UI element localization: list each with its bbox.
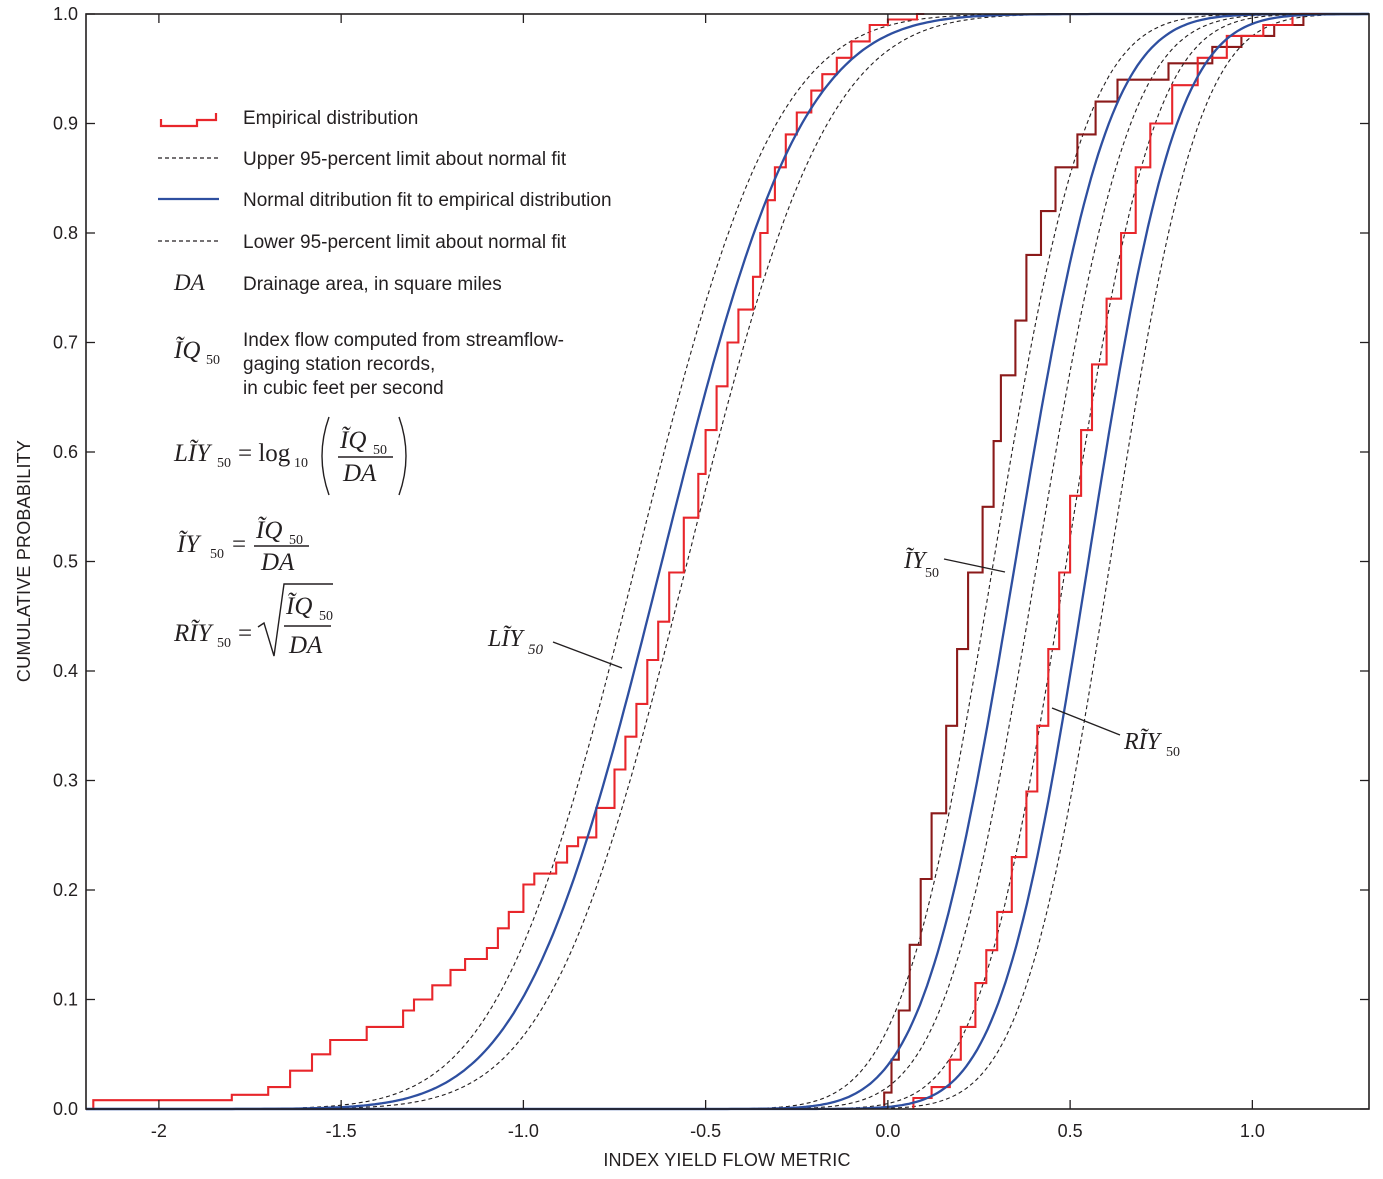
legend-da-label: Drainage area, in square miles xyxy=(243,274,502,295)
empirical-step-line xyxy=(912,12,1369,1109)
svg-text:ĨQ: ĨQ xyxy=(255,516,282,544)
svg-text:50: 50 xyxy=(1166,745,1180,760)
y-tick-label: 0.2 xyxy=(53,880,78,900)
y-tick-label: 0.4 xyxy=(53,661,78,681)
legend-da-symbol: DA xyxy=(173,270,206,295)
y-tick-label: 0.5 xyxy=(53,552,78,572)
svg-text:ĨY: ĨY xyxy=(903,548,928,574)
ticks-layer: -2 -1.5 -1.0 -0.5 0.0 0.5 1.0 0.0 0.1 0.2 0.3 0.4 0.… xyxy=(53,4,1369,1141)
svg-text:50: 50 xyxy=(319,609,333,624)
svg-text:50: 50 xyxy=(210,547,224,562)
svg-text:50: 50 xyxy=(206,353,220,368)
svg-text:50: 50 xyxy=(373,443,387,458)
empirical-step-line xyxy=(92,12,925,1109)
legend: Empirical distribution Upper 95-percent … xyxy=(158,108,612,399)
x-tick-label: -2 xyxy=(151,1121,167,1141)
legend-iq-label-line-3: in cubic feet per second xyxy=(243,378,444,399)
svg-text:10: 10 xyxy=(294,456,308,471)
y-tick-label: 0.9 xyxy=(53,114,78,134)
x-tick-label: -1.5 xyxy=(326,1121,357,1141)
x-tick-label: 1.0 xyxy=(1240,1121,1265,1141)
y-tick-label: 0.7 xyxy=(53,333,78,353)
y-tick-label: 0.0 xyxy=(53,1099,78,1119)
svg-text:50: 50 xyxy=(528,642,544,658)
legend-upper-label: Upper 95-percent limit about normal fit xyxy=(243,149,567,170)
y-tick-label: 0.6 xyxy=(53,442,78,462)
x-tick-label: -0.5 xyxy=(690,1121,721,1141)
y-tick-label: 1.0 xyxy=(53,4,78,24)
annotation-iy50: ĨY 50 xyxy=(903,548,1006,581)
y-tick-label: 0.3 xyxy=(53,771,78,791)
svg-text:DA: DA xyxy=(342,460,377,487)
empirical-step-line xyxy=(883,12,1369,1109)
svg-text:LĨY: LĨY xyxy=(173,439,213,467)
svg-text:50: 50 xyxy=(217,636,231,651)
annotation-riy50: RĨY 50 xyxy=(1051,707,1180,760)
svg-text:50: 50 xyxy=(217,456,231,471)
svg-text:=: = xyxy=(238,620,252,647)
svg-text:50: 50 xyxy=(925,566,939,581)
svg-text:ĨY: ĨY xyxy=(176,530,202,558)
legend-iq-symbol: ĨQ 50 xyxy=(173,336,220,368)
legend-normal-label: Normal ditribution fit to empirical dist… xyxy=(243,190,612,211)
svg-text:ĨQ: ĨQ xyxy=(339,426,366,454)
legend-lower-label: Lower 95-percent limit about normal fit xyxy=(243,232,567,253)
svg-text:RĨY: RĨY xyxy=(1123,729,1163,755)
equation-liy: LĨY 50 = log 10 ĨQ 50 DA xyxy=(173,416,407,496)
y-tick-label: 0.1 xyxy=(53,990,78,1010)
legend-iq-label-line-2: gaging station records, xyxy=(243,354,435,375)
x-tick-label: -1.0 xyxy=(508,1121,539,1141)
equation-riy: RĨY 50 = ĨQ 50 DA xyxy=(173,583,333,659)
svg-text:ĨQ: ĨQ xyxy=(173,336,200,364)
svg-text:RĨY: RĨY xyxy=(173,619,215,647)
svg-text:LĨY: LĨY xyxy=(487,626,525,652)
y-axis-title: CUMULATIVE PROBABILITY xyxy=(14,440,34,682)
equation-iy: ĨY 50 = ĨQ 50 DA xyxy=(176,516,309,576)
x-axis-title: INDEX YIELD FLOW METRIC xyxy=(603,1150,850,1170)
y-tick-label: 0.8 xyxy=(53,223,78,243)
legend-empirical-swatch xyxy=(159,113,218,128)
legend-empirical-label: Empirical distribution xyxy=(243,108,418,129)
svg-text:= log: = log xyxy=(238,440,291,467)
x-tick-label: 0.5 xyxy=(1058,1121,1083,1141)
svg-text:50: 50 xyxy=(289,533,303,548)
x-tick-label: 0.0 xyxy=(875,1121,900,1141)
svg-text:DA: DA xyxy=(260,549,295,576)
legend-iq-label-line-1: Index flow computed from streamflow- xyxy=(243,330,564,351)
svg-text:DA: DA xyxy=(288,632,323,659)
annotation-liy50: LĨY 50 xyxy=(487,626,623,669)
svg-text:ĨQ: ĨQ xyxy=(285,592,312,620)
svg-text:=: = xyxy=(232,531,246,558)
